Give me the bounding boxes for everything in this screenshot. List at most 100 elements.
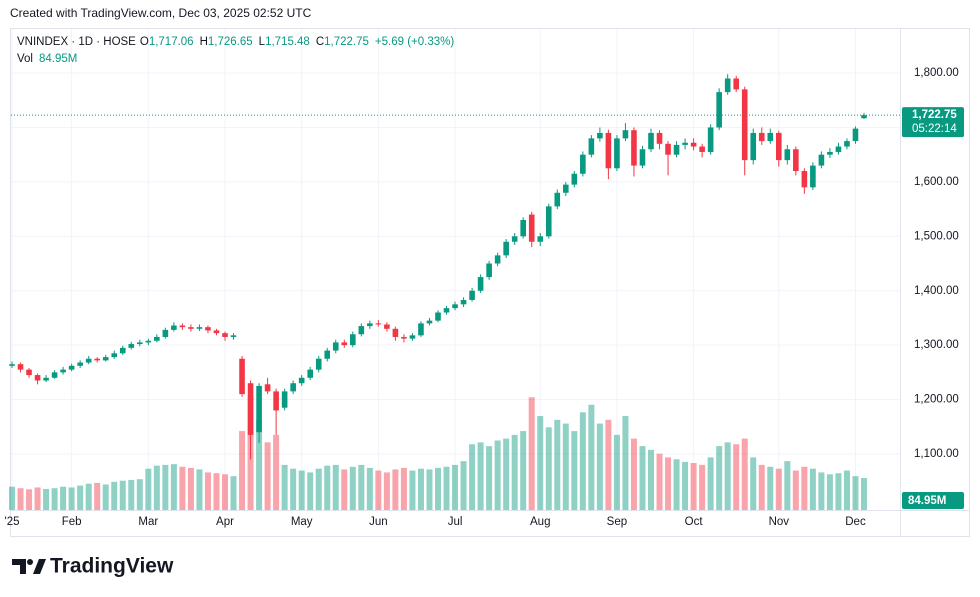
candle-body [707, 127, 714, 152]
volume-bar [170, 464, 177, 510]
candle-body [758, 132, 765, 142]
volume-bar [68, 487, 75, 510]
volume-bar [545, 427, 552, 510]
volume-bar [699, 464, 706, 510]
candle-body [844, 141, 850, 147]
volume-bar [136, 479, 143, 510]
x-tick-label: Feb [62, 516, 82, 528]
candle-body [94, 358, 100, 361]
volume-bar [528, 397, 535, 510]
legend-line: VNINDEX · 1D · HOSE O1,717.06 H1,726.65 L1,… [17, 36, 454, 48]
candle-body [580, 154, 586, 174]
candle-body [503, 241, 509, 256]
candle-body [511, 236, 518, 242]
volume-bar [307, 472, 314, 510]
volume-bar [826, 474, 833, 510]
volume-bar [861, 478, 867, 510]
candle-body [290, 383, 296, 392]
volume-bar [179, 466, 186, 510]
candle-body [222, 333, 228, 337]
candle-body [85, 358, 92, 363]
candle-body [563, 184, 569, 193]
x-tick-label: Apr [216, 516, 234, 528]
y-tick-label: 1,300.00 [914, 339, 959, 351]
candle-body [137, 342, 143, 345]
candle-body [154, 336, 160, 341]
volume-bar [400, 467, 407, 510]
volume-bar [9, 486, 15, 510]
volume-bar [630, 438, 637, 510]
x-tick-label: Sep [607, 516, 627, 528]
candle-body [247, 383, 254, 435]
volume-bar [818, 472, 825, 510]
candle-body [452, 304, 458, 309]
candle-body [528, 214, 535, 242]
candle-body [111, 353, 118, 358]
legend-key: H [200, 36, 208, 48]
candle-body [801, 171, 808, 188]
candle-body [264, 384, 271, 392]
volume-bar [60, 486, 67, 510]
candle-body [341, 342, 348, 346]
legend-change: +5.69 (+0.33%) [375, 36, 454, 48]
volume-bar [622, 416, 629, 510]
candle-body [392, 328, 399, 337]
candle-body [51, 372, 58, 378]
volume-bar [835, 473, 842, 510]
candle-body [861, 115, 867, 119]
candle-body [17, 364, 24, 370]
legend-key: L [259, 36, 266, 48]
candle-body [77, 362, 83, 366]
created-note: Created with TradingView.com, Dec 03, 20… [10, 6, 312, 20]
volume-bar [349, 466, 356, 510]
candle-body [239, 358, 245, 395]
volume-bar [571, 431, 578, 510]
candle-body [750, 132, 757, 161]
grid [11, 29, 900, 510]
y-tick-label: 1,400.00 [914, 285, 959, 297]
candle-body [665, 143, 671, 155]
volume-bar [639, 446, 646, 510]
logo-mark [12, 559, 26, 574]
candle-body [358, 326, 365, 335]
candle-body [520, 219, 526, 237]
volume-bar [264, 442, 271, 510]
candle-body [426, 320, 433, 324]
volume-bar [537, 416, 544, 510]
volume-bar [784, 461, 791, 510]
brand-name: TradingView [50, 555, 174, 578]
y-tick-label: 1,100.00 [914, 448, 959, 460]
volume-bar [792, 470, 799, 510]
volume-bar [213, 473, 220, 510]
legend-value: 1,717.06 [149, 36, 194, 48]
volume-bar [579, 412, 586, 510]
y-tick-label: 1,800.00 [914, 67, 959, 79]
candle-body [605, 132, 612, 169]
candle-body [597, 132, 603, 139]
brand-logo: TradingView [12, 555, 174, 578]
volume-bar [596, 423, 603, 510]
volume-bar [665, 457, 672, 510]
candle-body [256, 385, 262, 433]
volume-bar [17, 488, 24, 510]
candle-body [102, 357, 109, 361]
candle-body [810, 165, 816, 188]
candle-body [443, 308, 450, 313]
volume-bar [605, 419, 612, 510]
candle-body [230, 335, 237, 337]
volume-bar [85, 483, 92, 510]
volume-bar [196, 469, 203, 510]
volume-bar [256, 419, 263, 510]
volume-bar [222, 474, 228, 510]
volume-bar [460, 461, 467, 510]
volume-bar [324, 465, 331, 510]
candle-body [332, 342, 339, 351]
candle-body [298, 377, 305, 384]
candle-body [401, 336, 407, 339]
candle-body [26, 369, 32, 376]
candle-body [835, 146, 842, 152]
volume-bar [843, 470, 850, 510]
candle-body [119, 347, 126, 354]
volume-bar [801, 466, 808, 510]
volume-bar [102, 484, 109, 510]
